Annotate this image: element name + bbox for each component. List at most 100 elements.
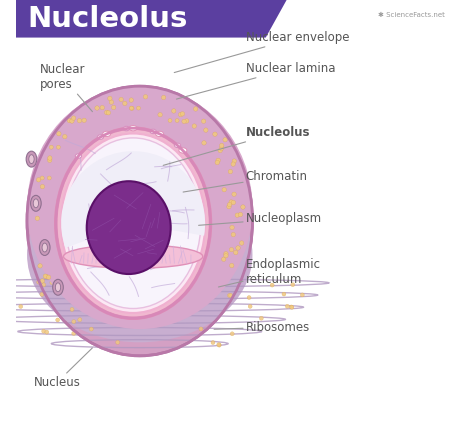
Ellipse shape [270,283,274,287]
Ellipse shape [67,118,72,123]
Ellipse shape [180,112,185,116]
Ellipse shape [57,132,61,136]
Ellipse shape [109,100,114,104]
Ellipse shape [235,213,239,217]
Ellipse shape [29,155,34,164]
Ellipse shape [238,212,243,217]
Ellipse shape [204,128,208,132]
Ellipse shape [229,293,233,297]
Text: Nucleoplasm: Nucleoplasm [199,212,322,225]
Ellipse shape [116,340,119,344]
Ellipse shape [213,132,217,137]
Ellipse shape [227,205,231,209]
Ellipse shape [0,282,2,286]
Ellipse shape [222,187,227,192]
Ellipse shape [70,308,74,312]
Ellipse shape [26,151,37,167]
Ellipse shape [45,274,49,279]
Ellipse shape [102,281,107,285]
Ellipse shape [174,306,178,310]
Ellipse shape [137,106,140,110]
Ellipse shape [178,112,183,117]
Text: Nucleus: Nucleus [34,348,92,389]
Ellipse shape [120,305,125,309]
Ellipse shape [234,250,238,255]
Ellipse shape [123,101,127,106]
Ellipse shape [78,318,82,322]
Ellipse shape [285,304,289,308]
Ellipse shape [216,158,220,163]
Ellipse shape [40,184,45,189]
Ellipse shape [231,200,236,205]
Text: Ribosomes: Ribosomes [214,320,310,334]
Ellipse shape [236,246,240,250]
Text: ✱ ScienceFacts.net: ✱ ScienceFacts.net [378,12,445,19]
Ellipse shape [150,129,156,133]
Ellipse shape [158,113,162,117]
Ellipse shape [50,281,54,285]
Ellipse shape [111,105,116,110]
Ellipse shape [36,178,41,182]
Ellipse shape [179,148,187,153]
Ellipse shape [0,307,2,311]
Ellipse shape [259,316,264,320]
Ellipse shape [133,316,137,320]
Ellipse shape [130,106,134,110]
Ellipse shape [215,160,219,165]
Text: Nuclear envelope: Nuclear envelope [174,31,349,72]
Ellipse shape [174,143,181,148]
Ellipse shape [95,106,99,110]
Ellipse shape [53,279,64,295]
Polygon shape [16,0,288,38]
Ellipse shape [231,232,236,237]
Ellipse shape [175,118,179,122]
Ellipse shape [229,200,233,204]
Ellipse shape [229,263,234,268]
Ellipse shape [248,305,252,309]
Ellipse shape [87,181,171,274]
Ellipse shape [55,283,61,292]
Ellipse shape [290,305,294,309]
Ellipse shape [230,332,234,336]
Ellipse shape [42,283,46,287]
Ellipse shape [63,134,67,139]
Ellipse shape [104,110,109,114]
Ellipse shape [40,279,45,283]
Ellipse shape [224,251,228,256]
Ellipse shape [97,135,103,139]
Ellipse shape [172,109,176,113]
Ellipse shape [146,317,150,321]
Ellipse shape [184,292,188,296]
Ellipse shape [217,343,221,347]
Ellipse shape [184,119,189,123]
Ellipse shape [43,274,47,278]
Ellipse shape [35,216,39,221]
Ellipse shape [72,116,76,120]
Ellipse shape [82,118,86,122]
Ellipse shape [219,146,224,150]
Ellipse shape [192,124,197,128]
Ellipse shape [129,106,133,110]
Ellipse shape [168,118,172,122]
Ellipse shape [228,169,233,174]
Ellipse shape [218,148,222,152]
Ellipse shape [100,105,104,110]
Ellipse shape [70,119,74,123]
Text: Chromatin: Chromatin [183,170,308,192]
Ellipse shape [45,330,49,334]
Ellipse shape [47,176,51,180]
Text: Endoplasmic
reticulum: Endoplasmic reticulum [219,258,321,287]
Ellipse shape [72,320,76,324]
Ellipse shape [217,343,221,347]
Ellipse shape [232,192,237,196]
Ellipse shape [119,97,123,102]
Ellipse shape [64,244,203,268]
Ellipse shape [162,95,166,100]
Ellipse shape [231,162,236,166]
Ellipse shape [289,305,293,309]
Ellipse shape [38,263,42,268]
Ellipse shape [65,138,201,309]
Ellipse shape [193,107,198,111]
Ellipse shape [143,95,148,99]
Ellipse shape [129,126,137,131]
